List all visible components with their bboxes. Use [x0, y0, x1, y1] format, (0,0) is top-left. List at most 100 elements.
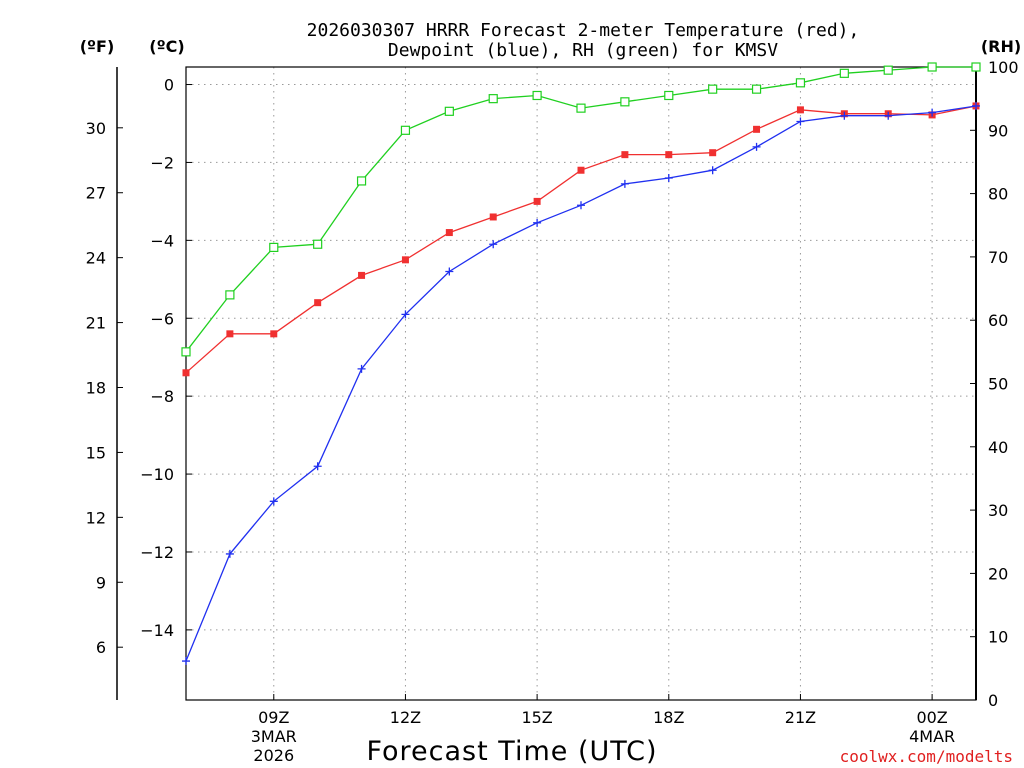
x-tick-label: 21Z — [785, 708, 816, 727]
celsius-tick-label: −2 — [150, 153, 174, 172]
dewpoint-point — [752, 142, 761, 151]
rh-point — [269, 242, 279, 253]
x-tick-date-label: 4MAR — [909, 727, 955, 746]
fahrenheit-tick-label: 12 — [86, 508, 106, 527]
rh-point — [971, 62, 981, 72]
x-tick-label: 18Z — [653, 708, 684, 727]
x-tick-label: 12Z — [390, 708, 421, 727]
fahrenheit-tick-label: 15 — [86, 443, 106, 462]
dewpoint-point — [620, 179, 629, 188]
rh-tick-label: 0 — [988, 691, 998, 710]
series-rh — [181, 62, 981, 357]
temperature-point — [445, 229, 453, 237]
temperature-point — [621, 151, 629, 159]
fahrenheit-tick-label: 18 — [86, 379, 106, 398]
x-tick-label: 15Z — [521, 708, 552, 727]
temperature-point — [709, 149, 717, 157]
temperature-point — [182, 369, 190, 377]
dewpoint-point — [489, 240, 498, 249]
celsius-tick-label: −12 — [140, 543, 174, 562]
axes: 0−2−4−6−8−10−12−143027242118151296010203… — [86, 58, 1019, 765]
series-line-temperature — [185, 105, 977, 374]
celsius-tick-label: −8 — [150, 387, 174, 406]
rh-tick-label: 20 — [988, 564, 1008, 583]
rh-tick-label: 90 — [988, 121, 1008, 140]
rh-point — [620, 97, 630, 107]
rh-point — [444, 106, 454, 116]
dewpoint-point — [533, 218, 542, 227]
credit-label: coolwx.com/modelts — [840, 747, 1013, 766]
rh-point — [356, 176, 367, 186]
rh-point — [488, 94, 498, 104]
temperature-point — [358, 271, 366, 279]
temperature-point — [665, 151, 673, 159]
temperature-point — [753, 125, 761, 133]
rh-point — [839, 68, 849, 78]
chart-title-line2: Dewpoint (blue), RH (green) for KMSV — [388, 40, 778, 61]
dewpoint-point — [225, 549, 234, 558]
dewpoint-point — [577, 201, 585, 210]
series-line-dewpoint — [185, 105, 977, 662]
rh-point — [708, 84, 718, 94]
dewpoint-point — [840, 111, 849, 120]
plot-frame — [185, 66, 977, 701]
temperature-point — [314, 299, 322, 307]
fahrenheit-unit-label: (ºF) — [80, 37, 115, 56]
rh-tick-label: 80 — [988, 185, 1008, 204]
chart-title-line1: 2026030307 HRRR Forecast 2-meter Tempera… — [307, 20, 860, 41]
temperature-point — [533, 197, 541, 205]
celsius-unit-label: (ºC) — [149, 37, 184, 56]
dewpoint-point — [708, 166, 717, 175]
rh-point — [664, 90, 674, 101]
dewpoint-point — [796, 117, 805, 126]
rh-tick-label: 30 — [988, 501, 1008, 520]
fahrenheit-tick-label: 24 — [86, 249, 106, 268]
rh-point — [795, 78, 806, 88]
rh-point — [225, 290, 235, 300]
dewpoint-point — [445, 267, 454, 276]
rh-point — [883, 65, 893, 75]
fahrenheit-tick-label: 9 — [96, 573, 106, 592]
rh-point — [927, 62, 937, 72]
dewpoint-point — [664, 174, 673, 183]
rh-point — [751, 84, 762, 94]
x-axis-label: Forecast Time (UTC) — [366, 736, 657, 767]
celsius-tick-label: −10 — [140, 465, 174, 484]
rh-tick-label: 100 — [988, 58, 1019, 77]
dewpoint-point — [884, 111, 893, 120]
fahrenheit-tick-label: 6 — [96, 638, 106, 657]
series-temperature — [182, 102, 980, 377]
grid-lines — [186, 67, 976, 700]
rh-point — [181, 347, 191, 357]
dewpoint-point — [269, 497, 278, 506]
x-tick-year-label: 2026 — [253, 746, 294, 765]
rh-tick-label: 70 — [988, 248, 1008, 267]
celsius-tick-label: 0 — [164, 76, 174, 95]
fahrenheit-tick-label: 21 — [86, 314, 106, 333]
temperature-point — [226, 330, 234, 338]
rh-point — [400, 125, 411, 135]
dewpoint-point — [182, 657, 190, 666]
x-tick-label: 00Z — [916, 708, 947, 727]
temperature-point — [796, 106, 804, 114]
labels: 2026030307 HRRR Forecast 2-meter Tempera… — [80, 20, 1021, 767]
rh-tick-label: 10 — [988, 628, 1008, 647]
temperature-point — [577, 166, 585, 174]
rh-tick-label: 50 — [988, 375, 1008, 394]
rh-unit-label: (RH) — [981, 37, 1021, 56]
x-tick-date-label: 3MAR — [251, 727, 297, 746]
temperature-point — [270, 330, 278, 338]
x-tick-label: 09Z — [258, 708, 289, 727]
dewpoint-point — [357, 364, 366, 373]
dewpoint-point — [313, 462, 322, 471]
series-layer — [181, 62, 981, 666]
rh-point — [532, 90, 542, 101]
fahrenheit-tick-label: 30 — [86, 119, 106, 138]
celsius-tick-label: −4 — [150, 231, 174, 250]
temperature-point — [401, 256, 409, 264]
temperature-point — [489, 213, 497, 221]
celsius-tick-label: −14 — [140, 621, 174, 640]
rh-point — [576, 103, 586, 113]
celsius-tick-label: −6 — [150, 309, 174, 328]
